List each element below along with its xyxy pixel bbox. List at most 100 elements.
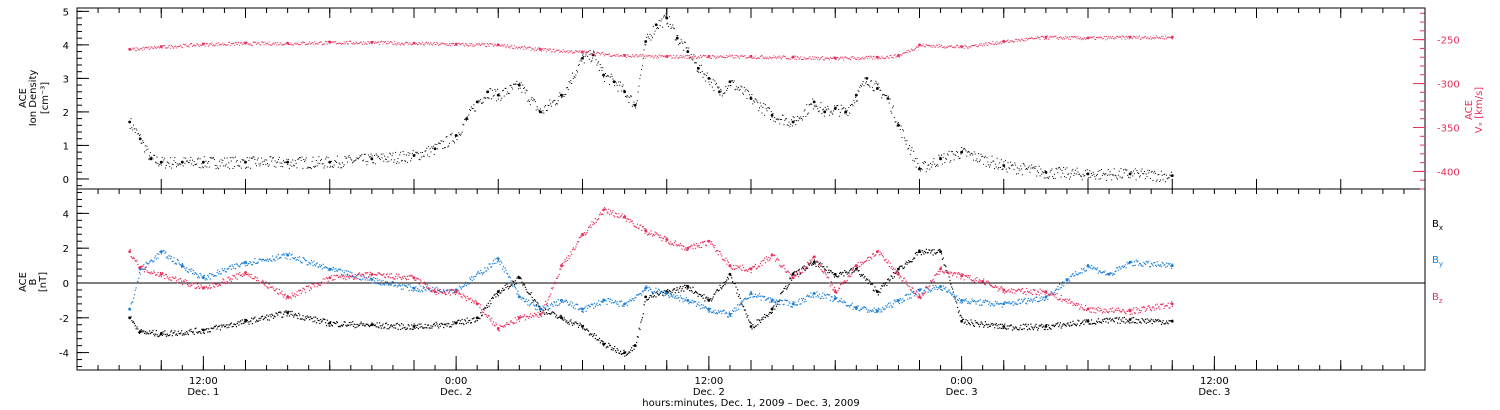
density-dot bbox=[1097, 170, 1099, 172]
b-field-dot bbox=[620, 300, 623, 302]
vx-dot bbox=[341, 43, 343, 45]
b-field-dot bbox=[379, 322, 381, 324]
b-field-dot bbox=[836, 276, 838, 278]
vx-dot bbox=[244, 41, 246, 43]
vx-dot bbox=[151, 46, 153, 48]
density-point bbox=[581, 56, 584, 60]
vx-dot bbox=[974, 44, 976, 46]
b-field-dot bbox=[723, 281, 725, 283]
b-field-dot bbox=[898, 266, 901, 268]
density-dot bbox=[811, 103, 813, 105]
b-field-dot bbox=[801, 266, 804, 268]
b-field-dot bbox=[748, 319, 750, 321]
vx-dot bbox=[541, 48, 543, 50]
b-field-dot bbox=[481, 273, 484, 275]
vx-dot bbox=[285, 42, 287, 44]
density-dot bbox=[1040, 168, 1042, 170]
b-field-dot bbox=[723, 309, 725, 311]
density-dot bbox=[867, 84, 869, 86]
vx-dot bbox=[653, 56, 655, 58]
density-dot bbox=[994, 168, 996, 170]
vx-dot bbox=[204, 45, 206, 47]
vx-dot bbox=[861, 56, 863, 58]
vx-dot bbox=[760, 55, 762, 57]
vx-dot bbox=[185, 43, 187, 45]
density-dot bbox=[826, 108, 828, 110]
density-dot bbox=[555, 104, 557, 106]
density-dot bbox=[1063, 167, 1065, 169]
density-dot bbox=[635, 107, 637, 109]
b-field-dot bbox=[1095, 323, 1097, 325]
b-field-dot bbox=[548, 313, 550, 315]
b-field-dot bbox=[590, 334, 592, 336]
b-field-dot bbox=[509, 277, 511, 279]
density-dot bbox=[625, 95, 627, 97]
density-point bbox=[865, 76, 869, 80]
b-field-dot bbox=[499, 263, 501, 266]
vx-dot bbox=[429, 43, 431, 45]
b-field-dot bbox=[451, 324, 453, 326]
vx-dot bbox=[277, 42, 279, 44]
density-dot bbox=[573, 76, 575, 78]
density-dot bbox=[1011, 164, 1013, 166]
b-field-dot bbox=[437, 325, 439, 327]
b-field-dot bbox=[1042, 325, 1045, 327]
b-field-dot bbox=[186, 271, 189, 273]
b-field-dot bbox=[475, 273, 478, 276]
density-dot bbox=[725, 85, 727, 87]
b-field-dot bbox=[452, 321, 454, 323]
density-dot bbox=[543, 112, 545, 114]
density-dot bbox=[1081, 179, 1083, 181]
b-field-dot bbox=[555, 301, 558, 303]
b-field-dot bbox=[638, 293, 640, 295]
b-field-dot bbox=[1010, 324, 1013, 326]
b-field-dot bbox=[344, 321, 346, 323]
vx-dot bbox=[1136, 35, 1138, 37]
b-field-dot bbox=[490, 302, 492, 305]
b-field-dot bbox=[889, 279, 891, 281]
vx-dot bbox=[820, 57, 822, 59]
density-dot bbox=[949, 161, 951, 163]
b-field-dot bbox=[478, 317, 480, 319]
b-field-dot bbox=[884, 283, 886, 285]
density-dot bbox=[998, 166, 1000, 168]
b-field-dot bbox=[518, 294, 520, 296]
b-field-dot bbox=[131, 301, 133, 304]
vx-dot bbox=[1133, 36, 1135, 38]
b-field-dot bbox=[1069, 325, 1071, 327]
b-field-dot bbox=[580, 307, 582, 309]
density-dot bbox=[547, 104, 549, 106]
b-field-dot bbox=[633, 348, 635, 350]
b-field-dot bbox=[562, 319, 564, 321]
density-dot bbox=[385, 158, 387, 160]
density-dot bbox=[463, 124, 465, 126]
density-dot bbox=[325, 158, 327, 160]
b-field-dot bbox=[387, 284, 389, 286]
density-dot bbox=[804, 109, 806, 111]
density-dot bbox=[996, 157, 998, 159]
b-field-dot bbox=[642, 313, 644, 315]
density-dot bbox=[538, 110, 540, 112]
density-dot bbox=[354, 160, 356, 162]
vx-dot bbox=[454, 43, 456, 45]
b-field-dot bbox=[183, 266, 185, 268]
b-field-dot bbox=[680, 297, 682, 299]
vx-dot bbox=[871, 56, 873, 58]
b-field-dot bbox=[742, 306, 745, 308]
density-dot bbox=[902, 129, 904, 131]
vx-dot bbox=[478, 43, 480, 45]
density-dot bbox=[696, 70, 698, 72]
b-field-dot bbox=[1063, 324, 1066, 326]
density-dot bbox=[1093, 173, 1095, 175]
vx-dot bbox=[597, 51, 599, 53]
b-field-dot bbox=[687, 300, 689, 302]
b-field-dot bbox=[560, 314, 562, 316]
b-field-dot bbox=[139, 330, 141, 333]
density-dot bbox=[583, 62, 585, 64]
b-field-dot bbox=[635, 345, 637, 347]
b-field-dot bbox=[542, 305, 544, 307]
b-field-dot bbox=[338, 325, 340, 327]
b-field-dot bbox=[652, 296, 655, 298]
b-field-dot bbox=[536, 308, 538, 311]
b-field-dot bbox=[507, 276, 510, 278]
